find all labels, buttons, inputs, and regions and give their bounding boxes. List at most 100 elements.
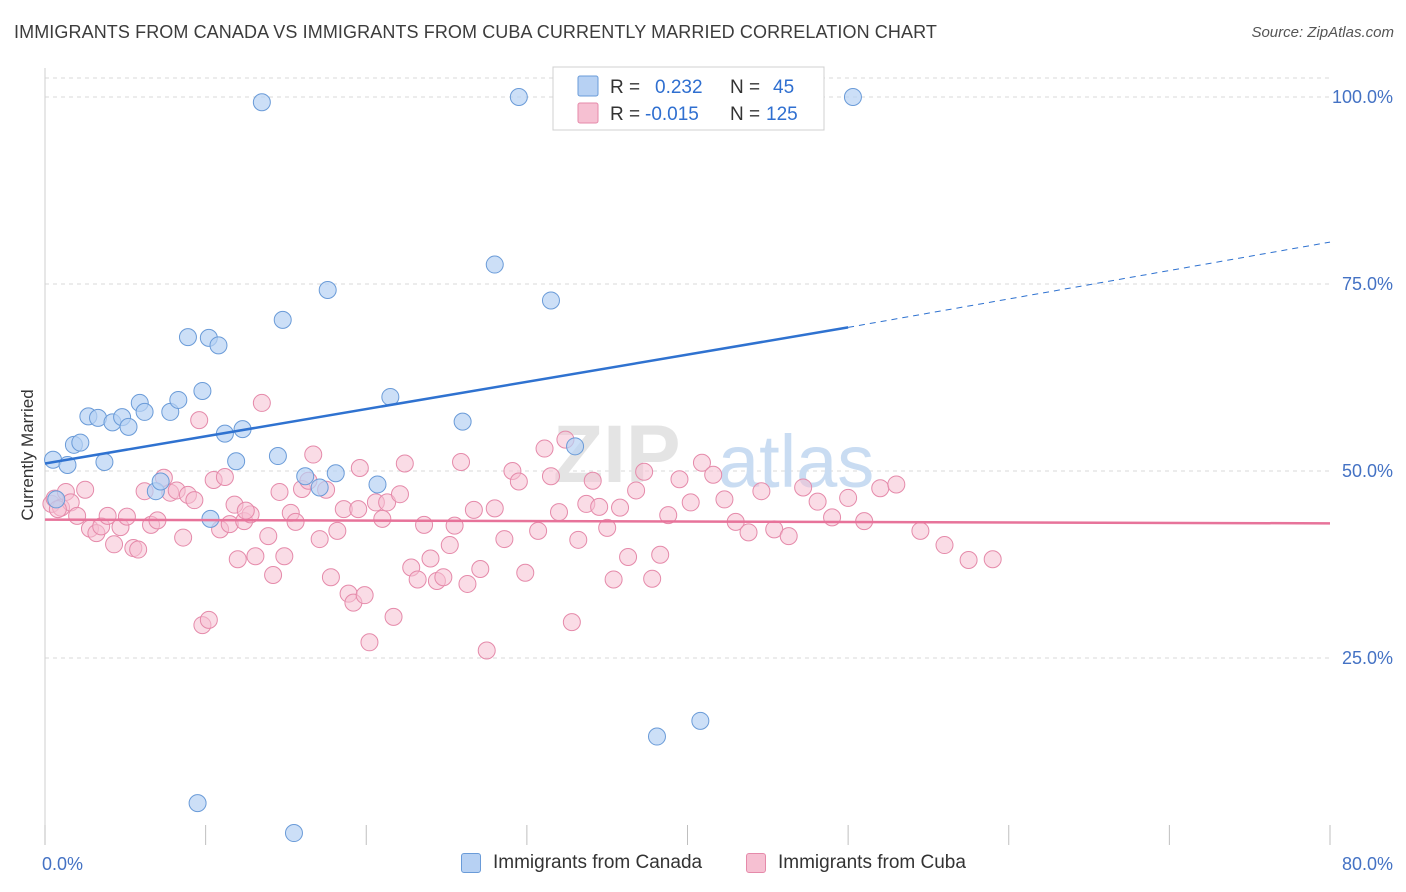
legend-label-cuba: Immigrants from Cuba	[778, 852, 966, 873]
canada-point	[209, 336, 228, 355]
canada-point	[193, 381, 212, 400]
watermark: ZIP atlas	[553, 409, 874, 503]
cuba-point	[535, 439, 554, 458]
cuba-point	[839, 488, 858, 507]
canada-point	[284, 824, 303, 843]
cuba-point	[321, 568, 340, 587]
canada-point	[647, 727, 666, 746]
canada-point	[541, 291, 560, 310]
cuba-point	[349, 500, 368, 519]
stats-legend: R = 0.232 N = 45 R = -0.015 N = 125	[552, 66, 825, 131]
cuba-point	[220, 515, 239, 534]
legend-n-label-cuba: N =	[730, 104, 760, 125]
y-tick-label: 50.0%	[1342, 461, 1393, 481]
source-credit: Source: ZipAtlas.com	[1251, 24, 1394, 41]
cuba-point	[350, 459, 369, 478]
cuba-point	[452, 453, 471, 472]
y-tick-label: 25.0%	[1342, 648, 1393, 668]
cuba-point	[739, 523, 758, 542]
legend-n-label-canada: N =	[730, 77, 760, 98]
y-tick-label: 100.0%	[1332, 87, 1393, 107]
cuba-point	[604, 570, 623, 589]
canada-point	[326, 464, 345, 483]
cuba-point	[485, 499, 504, 518]
legend-item-cuba: Immigrants from Cuba	[746, 852, 966, 874]
cuba-point	[619, 548, 638, 567]
cuba-point	[477, 641, 496, 660]
cuba-point	[215, 467, 234, 486]
cuba-point	[779, 527, 798, 546]
trend-line-canada-extension	[848, 241, 1331, 328]
cuba-point	[887, 475, 906, 494]
cuba-point	[408, 570, 427, 589]
cuba-point	[360, 633, 379, 652]
cuba-point	[495, 530, 514, 549]
cuba-point	[681, 493, 700, 512]
canada-point	[252, 93, 271, 112]
legend-item-canada: Immigrants from Canada	[461, 852, 702, 874]
cuba-point	[752, 482, 771, 501]
cuba-point	[228, 550, 247, 569]
canada-point	[273, 310, 292, 329]
cuba-point	[259, 527, 278, 546]
canada-point	[310, 478, 329, 497]
cuba-point	[328, 521, 347, 540]
cuba-point	[516, 563, 535, 582]
cuba-point	[590, 497, 609, 516]
canada-point	[169, 390, 188, 409]
cuba-point	[373, 509, 392, 528]
cuba-point	[378, 493, 397, 512]
canada-point	[318, 280, 337, 299]
cuba-point	[983, 550, 1002, 569]
legend-swatch-cuba	[577, 102, 599, 124]
cuba-point	[715, 490, 734, 509]
cuba-point	[471, 559, 490, 578]
grid	[45, 77, 1330, 659]
x-tick-labels: 0.0% 80.0%	[42, 854, 1393, 874]
cuba-point	[236, 501, 255, 520]
cuba-point	[823, 508, 842, 527]
canada-point	[188, 794, 207, 813]
canada-point	[509, 88, 528, 106]
legend-r-label-cuba: R =	[610, 104, 640, 125]
cuba-point	[68, 506, 87, 525]
legend-r-label-canada: R =	[610, 77, 640, 98]
trend-line-cuba	[44, 518, 1331, 525]
canada-point	[368, 475, 387, 494]
cuba-point	[643, 569, 662, 588]
canada-point	[227, 452, 246, 471]
canada-point	[119, 417, 138, 436]
canada-point	[485, 255, 504, 274]
cuba-point	[434, 568, 453, 587]
canada-point	[268, 447, 287, 466]
cuba-point	[550, 503, 568, 522]
cuba-point	[129, 540, 148, 559]
cuba-point	[959, 551, 978, 570]
cuba-point	[794, 478, 813, 497]
legend-r-value-canada: 0.232	[655, 77, 703, 98]
cuba-point	[199, 610, 218, 629]
cuba-point	[598, 518, 617, 537]
cuba-point	[390, 485, 409, 504]
legend-swatch-cuba-bottom	[746, 853, 766, 873]
canada-point	[151, 472, 170, 491]
cuba-point	[415, 515, 434, 534]
canada-point	[453, 412, 472, 431]
legend-label-canada: Immigrants from Canada	[493, 852, 703, 873]
legend-swatch-canada-bottom	[461, 853, 481, 873]
cuba-point	[635, 462, 654, 481]
cuba-point	[174, 528, 193, 547]
canada-point	[178, 328, 197, 347]
cuba-point	[190, 411, 209, 430]
cuba-point	[304, 445, 323, 464]
canada-point	[691, 711, 710, 730]
cuba-point	[583, 471, 602, 490]
cuba-point	[310, 530, 329, 549]
cuba-point	[562, 613, 581, 632]
legend-n-value-canada: 45	[773, 77, 794, 98]
cuba-point	[117, 507, 136, 526]
cuba-point	[651, 545, 670, 564]
chart-title: IMMIGRANTS FROM CANADA VS IMMIGRANTS FRO…	[14, 22, 937, 42]
cuba-point	[440, 536, 459, 555]
